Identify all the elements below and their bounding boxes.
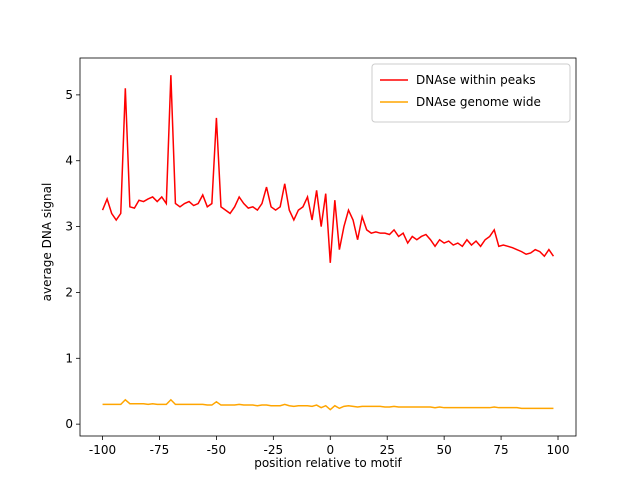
y-tick-label: 1 [65, 351, 73, 365]
legend-label: DNAse genome wide [416, 95, 541, 109]
series-line [101, 75, 555, 263]
x-tick-label: -100 [89, 443, 116, 457]
x-tick-label: -25 [264, 443, 284, 457]
x-axis-label: position relative to motif [254, 456, 402, 470]
x-tick-label: -75 [150, 443, 170, 457]
x-tick-label: -50 [207, 443, 227, 457]
y-tick-label: 3 [65, 220, 73, 234]
legend-label: DNAse within peaks [416, 73, 536, 87]
y-tick-label: 2 [65, 285, 73, 299]
x-tick-label: 75 [493, 443, 508, 457]
series-line [102, 398, 554, 411]
legend-box [371, 63, 571, 123]
y-tick-label: 0 [65, 417, 73, 431]
y-tick-label: 5 [65, 88, 73, 102]
x-tick-label: 0 [326, 443, 334, 457]
y-tick-label: 4 [65, 154, 73, 168]
x-tick-label: 25 [380, 443, 395, 457]
plot-frame [79, 57, 577, 437]
x-tick-label: 50 [437, 443, 452, 457]
y-axis-label: average DNA signal [40, 183, 54, 302]
x-tick-label: 100 [547, 443, 570, 457]
